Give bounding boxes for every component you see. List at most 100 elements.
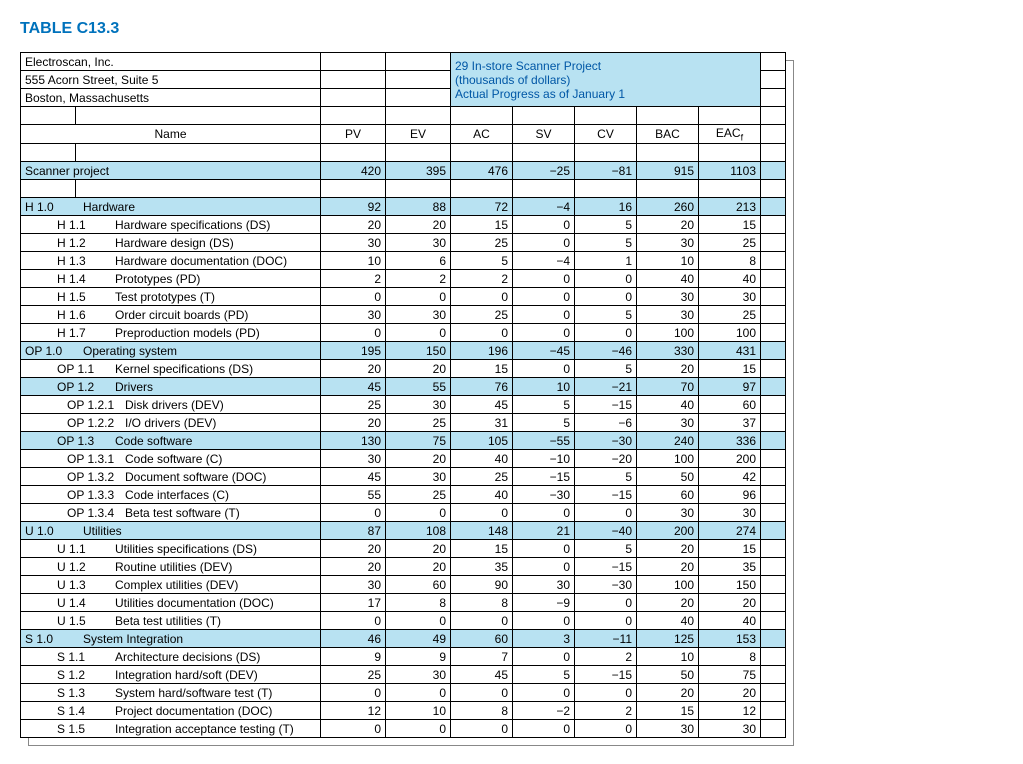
cell-eac: 213: [699, 198, 761, 216]
col-sv: SV: [513, 125, 575, 144]
cell-tail: [761, 342, 786, 360]
cell-ac: 72: [451, 198, 513, 216]
cell-bac: 30: [637, 720, 699, 738]
cell-eac: 40: [699, 612, 761, 630]
table-row: Scanner project420395476−25−819151103: [21, 162, 786, 180]
cell-eac: 150: [699, 576, 761, 594]
row-name: S 1.3System hard/software test (T): [21, 684, 321, 702]
cell-ev: 0: [386, 288, 451, 306]
cell-bac: 20: [637, 540, 699, 558]
row-name: U 1.5Beta test utilities (T): [21, 612, 321, 630]
cell-tail: [761, 576, 786, 594]
cell-ac: 7: [451, 648, 513, 666]
col-cv: CV: [575, 125, 637, 144]
cell-ac: 0: [451, 684, 513, 702]
cell-eac: 153: [699, 630, 761, 648]
cell-pv: 20: [321, 540, 386, 558]
table-row: S 1.0System Integration4649603−11125153: [21, 630, 786, 648]
cell-cv: −20: [575, 450, 637, 468]
cell-cv: −15: [575, 486, 637, 504]
cell-ev: 30: [386, 468, 451, 486]
cell-pv: 0: [321, 612, 386, 630]
table-row: S 1.3System hard/software test (T)000002…: [21, 684, 786, 702]
cell-tail: [761, 360, 786, 378]
cell-ev: 2: [386, 270, 451, 288]
cell-sv: −45: [513, 342, 575, 360]
row-name: H 1.1Hardware specifications (DS): [21, 216, 321, 234]
cell-bac: 60: [637, 486, 699, 504]
cell-cv: 2: [575, 702, 637, 720]
cell-bac: 915: [637, 162, 699, 180]
cell-ev: 0: [386, 324, 451, 342]
cell-cv: 16: [575, 198, 637, 216]
row-name: S 1.4Project documentation (DOC): [21, 702, 321, 720]
cell-cv: 0: [575, 612, 637, 630]
cell-ev: 9: [386, 648, 451, 666]
cell-ac: 476: [451, 162, 513, 180]
cell-cv: 0: [575, 270, 637, 288]
cell-ev: 20: [386, 558, 451, 576]
row-name: H 1.6Order circuit boards (PD): [21, 306, 321, 324]
cell-eac: 25: [699, 234, 761, 252]
cell-sv: 5: [513, 414, 575, 432]
table-row: U 1.5Beta test utilities (T)000004040: [21, 612, 786, 630]
project-header: 29 In-store Scanner Project (thousands o…: [451, 53, 761, 107]
cell-ac: 15: [451, 216, 513, 234]
table-row: H 1.1Hardware specifications (DS)2020150…: [21, 216, 786, 234]
company-name: Electroscan, Inc.: [21, 53, 321, 71]
cell-pv: 25: [321, 396, 386, 414]
cell-ev: 395: [386, 162, 451, 180]
cell-sv: 0: [513, 720, 575, 738]
cell-cv: −30: [575, 576, 637, 594]
cell-sv: 30: [513, 576, 575, 594]
cell-tail: [761, 162, 786, 180]
cell-tail: [761, 270, 786, 288]
cell-sv: −30: [513, 486, 575, 504]
company-addr2: Boston, Massachusetts: [21, 89, 321, 107]
cell-tail: [761, 486, 786, 504]
cell-tail: [761, 630, 786, 648]
table-row: H 1.4Prototypes (PD)222004040: [21, 270, 786, 288]
cell-cv: −15: [575, 396, 637, 414]
cell-tail: [761, 504, 786, 522]
cell-eac: 336: [699, 432, 761, 450]
cell-bac: 125: [637, 630, 699, 648]
cell-pv: 20: [321, 216, 386, 234]
cell-ev: 0: [386, 720, 451, 738]
cell-bac: 100: [637, 450, 699, 468]
cell-ac: 35: [451, 558, 513, 576]
cell-ac: 8: [451, 594, 513, 612]
cell-tail: [761, 324, 786, 342]
cell-cv: 0: [575, 684, 637, 702]
cell-sv: −10: [513, 450, 575, 468]
cell-tail: [761, 612, 786, 630]
row-name: S 1.5Integration acceptance testing (T): [21, 720, 321, 738]
cell-pv: 420: [321, 162, 386, 180]
cell-sv: 21: [513, 522, 575, 540]
cell-bac: 20: [637, 216, 699, 234]
cell-bac: 50: [637, 468, 699, 486]
table-row: U 1.3Complex utilities (DEV)30609030−301…: [21, 576, 786, 594]
cell-pv: 30: [321, 450, 386, 468]
cell-eac: 25: [699, 306, 761, 324]
table-row: OP 1.3.3Code interfaces (C)552540−30−156…: [21, 486, 786, 504]
col-bac: BAC: [637, 125, 699, 144]
cell-ac: 5: [451, 252, 513, 270]
cell-ac: 15: [451, 360, 513, 378]
cell-ev: 150: [386, 342, 451, 360]
cell-eac: 15: [699, 216, 761, 234]
table-row: OP 1.1Kernel specifications (DS)20201505…: [21, 360, 786, 378]
cell-bac: 40: [637, 270, 699, 288]
cell-bac: 30: [637, 414, 699, 432]
cell-tail: [761, 288, 786, 306]
cell-cv: −30: [575, 432, 637, 450]
company-addr1: 555 Acorn Street, Suite 5: [21, 71, 321, 89]
cell-eac: 12: [699, 702, 761, 720]
cell-eac: 97: [699, 378, 761, 396]
cell-ac: 90: [451, 576, 513, 594]
cell-cv: 5: [575, 234, 637, 252]
table-row: S 1.2Integration hard/soft (DEV)2530455−…: [21, 666, 786, 684]
cell-bac: 30: [637, 504, 699, 522]
cell-ac: 15: [451, 540, 513, 558]
column-headers: Name PV EV AC SV CV BAC EACf: [21, 125, 786, 144]
